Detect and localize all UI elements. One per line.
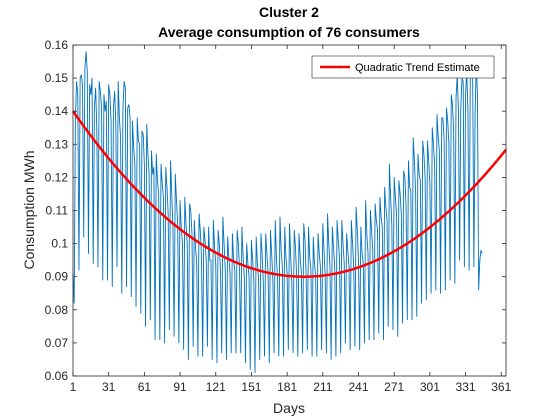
plot-area: 1 31 61 91 121 151 181 211 241 271 301 331 361 0.06 0.… — [45, 38, 512, 394]
axes-box — [72, 44, 507, 377]
x-tick-label: 331 — [456, 380, 476, 394]
legend-box — [311, 55, 495, 79]
series-consumption-line — [72, 51, 483, 374]
x-tick-label: 271 — [384, 380, 404, 394]
y-tick-label: 0.16 — [45, 38, 69, 52]
y-tick-label: 0.07 — [45, 336, 69, 350]
legend: Quadratic Trend Estimate — [311, 55, 495, 79]
y-tick-label: 0.14 — [45, 104, 69, 118]
x-tick-label: 121 — [206, 380, 226, 394]
legend-label-trend: Quadratic Trend Estimate — [355, 62, 480, 74]
y-tick-label: 0.15 — [45, 71, 69, 85]
y-axis-label: Consumption MWh — [21, 150, 37, 269]
x-tick-label: 61 — [138, 380, 152, 394]
y-tick-label: 0.13 — [45, 137, 69, 151]
series-layer — [71, 51, 507, 374]
chart-title: Cluster 2 — [259, 4, 319, 20]
x-tick-label: 31 — [102, 380, 116, 394]
x-tick-label: 241 — [348, 380, 368, 394]
x-tick-label: 91 — [173, 380, 187, 394]
x-axis-label: Days — [273, 400, 305, 416]
y-tick-label: 0.09 — [45, 270, 69, 284]
y-tick-label: 0.11 — [46, 204, 69, 218]
chart-subtitle: Average consumption of 76 consumers — [158, 24, 420, 40]
y-tick-label: 0.08 — [45, 303, 69, 317]
y-tick-label: 0.1 — [51, 237, 68, 251]
x-tick-label: 361 — [491, 380, 511, 394]
x-tick-label: 211 — [313, 380, 332, 394]
x-tick-label: 1 — [70, 380, 77, 394]
x-tick-label: 301 — [420, 380, 440, 394]
y-tick-label: 0.06 — [45, 369, 69, 383]
series-trend-line — [71, 110, 507, 278]
x-tick-label: 181 — [277, 380, 297, 394]
axis-ticks: 1 31 61 91 121 151 181 211 241 271 301 331 361 0.06 0.… — [45, 38, 512, 394]
y-tick-label: 0.12 — [45, 170, 69, 184]
x-tick-label: 151 — [241, 380, 261, 394]
